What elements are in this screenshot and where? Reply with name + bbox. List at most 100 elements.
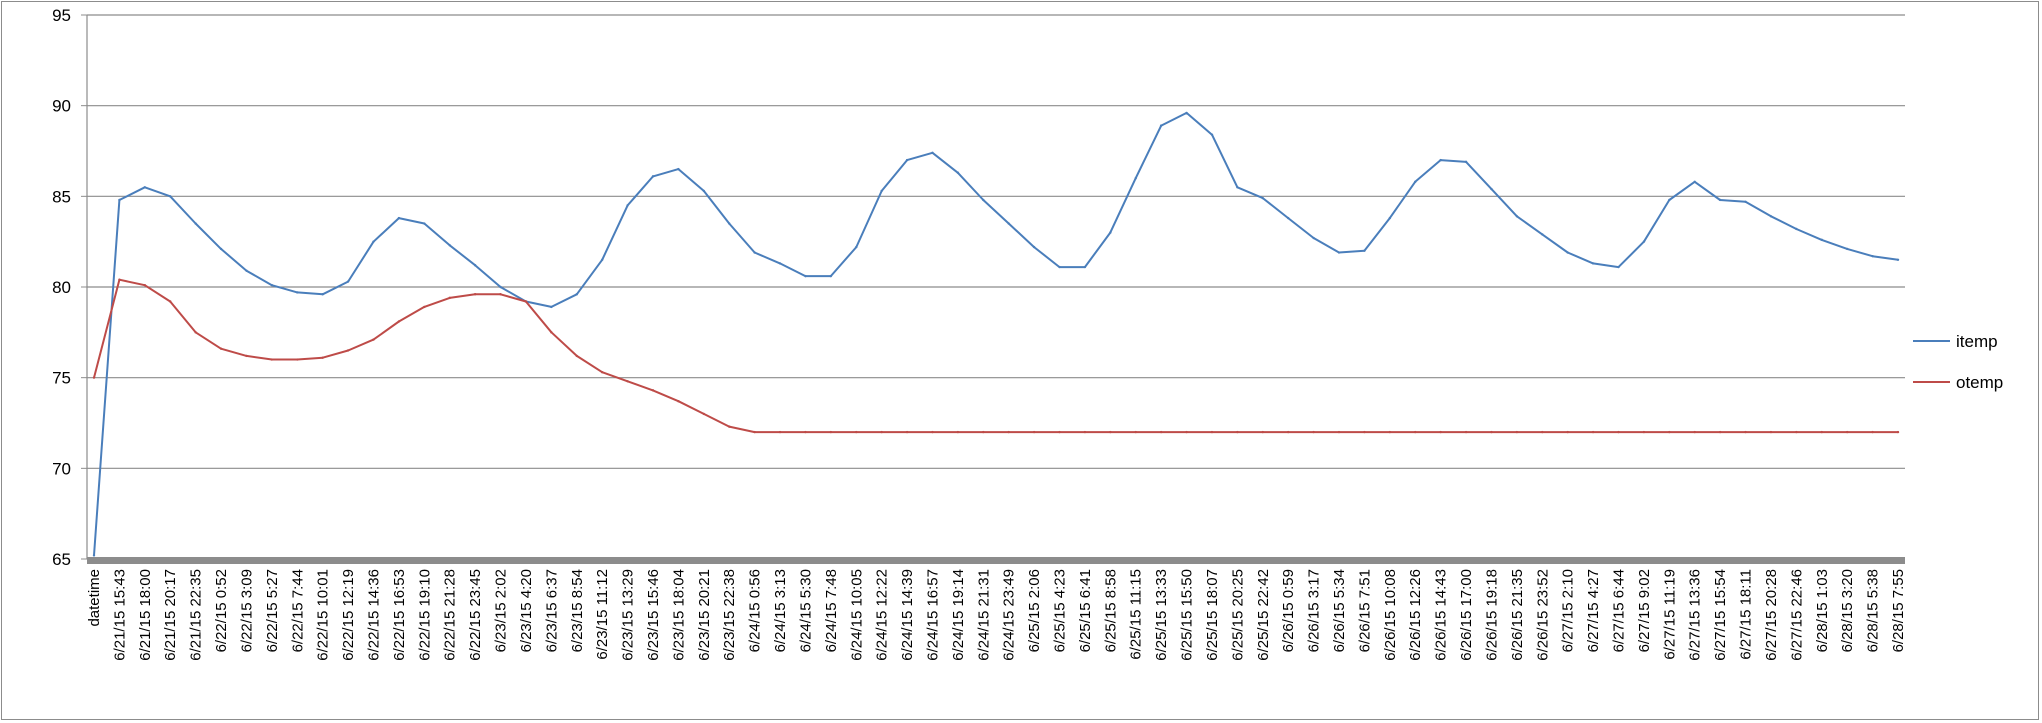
data-point-otemp (397, 320, 401, 323)
data-point-itemp (1744, 200, 1747, 203)
data-point-itemp (1337, 251, 1341, 254)
data-point-otemp (1236, 430, 1239, 434)
data-point-itemp (1845, 247, 1849, 251)
data-point-otemp (346, 349, 350, 352)
data-point-itemp (1769, 215, 1773, 218)
data-point-otemp (1185, 430, 1188, 434)
data-point-itemp (473, 264, 477, 267)
data-point-itemp (1642, 240, 1646, 243)
data-point-otemp (1795, 430, 1798, 434)
data-point-itemp (1820, 238, 1823, 242)
x-tick-label: 6/24/15 21:31 (975, 569, 992, 661)
data-point-itemp (1210, 133, 1214, 136)
data-point-itemp (651, 175, 655, 178)
legend-label-itemp: itemp (1956, 332, 1998, 351)
data-point-itemp (1058, 265, 1061, 269)
data-point-itemp (956, 171, 960, 174)
data-point-otemp (143, 283, 147, 287)
data-point-otemp (321, 356, 324, 359)
x-tick-label: 6/22/15 14:36 (365, 569, 382, 661)
data-point-otemp (1464, 430, 1468, 434)
x-tick-label: 6/27/15 13:36 (1687, 569, 1704, 661)
series-line-otemp (93, 278, 1898, 434)
data-point-otemp (92, 376, 96, 379)
data-point-itemp (92, 554, 96, 557)
data-point-itemp (702, 189, 706, 193)
data-point-otemp (1490, 430, 1493, 434)
data-point-itemp (1159, 124, 1163, 127)
data-point-otemp (1414, 430, 1417, 434)
data-point-otemp (1769, 430, 1773, 434)
data-point-itemp (1134, 177, 1137, 180)
x-tick-label: 6/22/15 3:09 (238, 569, 255, 652)
data-point-itemp (1718, 198, 1722, 202)
data-point-itemp (931, 151, 934, 155)
x-tick-label: 6/25/15 11:15 (1128, 569, 1145, 660)
data-point-otemp (1566, 430, 1569, 434)
x-tick-label: 6/23/15 4:20 (518, 569, 535, 652)
data-point-otemp (524, 300, 528, 303)
data-point-itemp (600, 258, 604, 261)
x-tick-label: 6/25/15 8:58 (1102, 569, 1119, 652)
data-point-otemp (1363, 430, 1366, 434)
data-point-otemp (372, 338, 375, 341)
x-tick-label: 6/27/15 22:46 (1788, 569, 1805, 661)
series-lines (92, 111, 1900, 557)
x-tick-labels: datetime 6/21/15 15:43 6/21/15 18:00 6/21/1… (86, 569, 1907, 661)
data-point-itemp (1286, 216, 1290, 220)
data-point-itemp (1871, 254, 1874, 258)
x-tick-label: 6/24/15 19:14 (950, 569, 967, 661)
x-tick-label: 6/22/15 10:01 (315, 569, 332, 661)
x-tick-label: 6/24/15 23:49 (1001, 569, 1018, 661)
data-point-itemp (372, 240, 375, 243)
data-point-otemp (245, 354, 248, 358)
x-tick-label: 6/27/15 20:28 (1763, 569, 1780, 661)
x-tick-label: 6/28/15 5:38 (1865, 569, 1882, 652)
x-tick-label: 6/22/15 21:28 (442, 569, 459, 661)
data-point-otemp (169, 300, 172, 303)
x-tick-label: 6/26/15 21:35 (1509, 569, 1526, 661)
x-tick-label: 6/28/15 1:03 (1814, 569, 1831, 652)
data-point-itemp (1312, 236, 1315, 240)
data-point-itemp (1414, 180, 1417, 184)
data-point-otemp (1032, 430, 1036, 434)
data-point-otemp (550, 331, 553, 334)
x-tick-label: 6/26/15 10:08 (1382, 569, 1399, 661)
data-point-itemp (1109, 231, 1112, 234)
x-tick-label: 6/23/15 22:38 (721, 569, 738, 661)
x-tick-label: 6/28/15 7:55 (1890, 569, 1907, 652)
data-point-otemp (575, 354, 578, 358)
x-tick-label: 6/23/15 2:02 (493, 569, 510, 652)
data-point-itemp (1668, 198, 1671, 202)
x-tick-label: 6/24/15 12:22 (874, 569, 891, 661)
x-tick-label: 6/28/15 3:20 (1839, 569, 1856, 652)
gridlines (87, 14, 1905, 469)
x-tick-label: 6/23/15 20:21 (696, 569, 713, 661)
data-point-itemp (626, 204, 629, 207)
data-point-otemp (1820, 430, 1823, 434)
data-point-otemp (1083, 430, 1087, 434)
data-point-itemp (1896, 258, 1900, 261)
data-point-otemp (905, 430, 909, 434)
data-point-itemp (1541, 233, 1544, 236)
x-tick-label: 6/27/15 9:02 (1636, 569, 1653, 652)
data-point-otemp (118, 278, 121, 281)
data-point-itemp (346, 280, 350, 283)
data-point-otemp (270, 358, 274, 361)
data-point-otemp (1286, 430, 1290, 434)
x-tick-label: 6/23/15 13:29 (620, 569, 637, 661)
data-point-itemp (1566, 251, 1569, 254)
x-tick-label: 6/22/15 16:53 (391, 569, 408, 661)
data-point-otemp (423, 305, 426, 309)
data-point-itemp (1591, 262, 1595, 265)
x-tick-label: 6/26/15 17:00 (1458, 569, 1475, 661)
x-tick-label: 6/23/15 11:12 (594, 569, 611, 660)
x-tick-label: 6/24/15 3:13 (772, 569, 789, 652)
data-point-itemp (905, 158, 909, 162)
data-point-otemp (1642, 430, 1646, 434)
data-point-otemp (600, 371, 604, 374)
x-tick-label: 6/25/15 18:07 (1204, 569, 1221, 661)
data-point-itemp (855, 245, 858, 249)
data-point-otemp (1388, 430, 1392, 434)
